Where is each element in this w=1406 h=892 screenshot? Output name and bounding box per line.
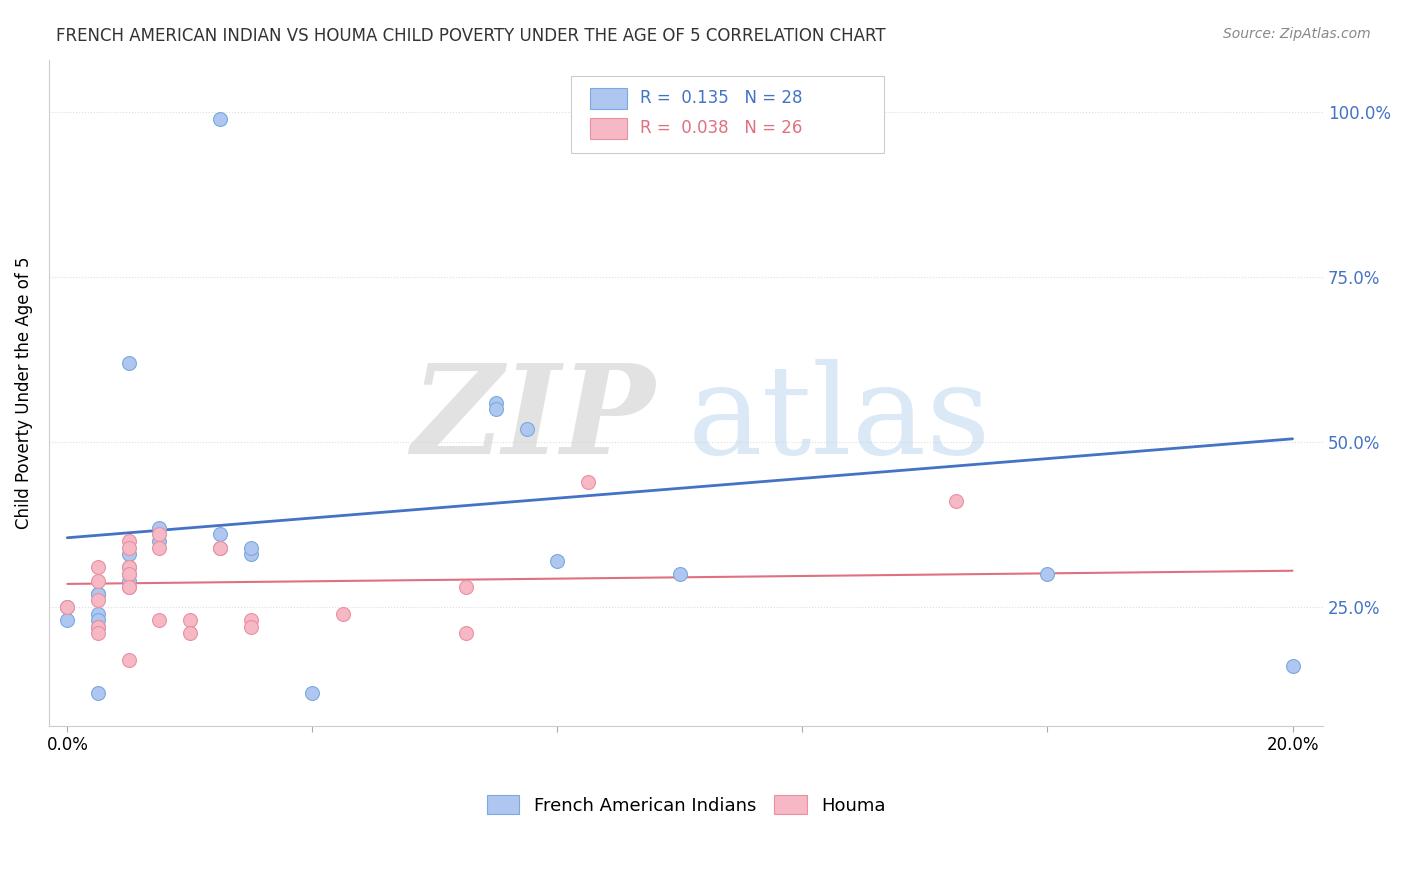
Text: R =  0.038   N = 26: R = 0.038 N = 26 xyxy=(640,120,803,137)
Point xyxy=(485,395,508,409)
Point xyxy=(148,613,170,627)
Point xyxy=(87,626,110,640)
Point xyxy=(209,527,232,541)
Point xyxy=(1036,567,1059,582)
Legend: French American Indians, Houma: French American Indians, Houma xyxy=(479,788,893,822)
Point xyxy=(87,560,110,574)
Point xyxy=(117,567,139,582)
Point xyxy=(117,547,139,561)
Point xyxy=(148,521,170,535)
Point xyxy=(117,580,139,594)
Point xyxy=(669,567,692,582)
Point xyxy=(56,613,79,627)
Point xyxy=(117,560,139,574)
FancyBboxPatch shape xyxy=(571,76,883,153)
Point xyxy=(485,402,508,417)
Point xyxy=(179,626,201,640)
Point xyxy=(546,554,568,568)
Point xyxy=(516,422,538,436)
Text: Source: ZipAtlas.com: Source: ZipAtlas.com xyxy=(1223,27,1371,41)
Point xyxy=(87,593,110,607)
Point xyxy=(179,613,201,627)
Point xyxy=(1281,659,1303,673)
Point xyxy=(454,580,477,594)
Point xyxy=(240,613,263,627)
Y-axis label: Child Poverty Under the Age of 5: Child Poverty Under the Age of 5 xyxy=(15,256,32,529)
Point xyxy=(148,527,170,541)
Point xyxy=(87,620,110,634)
Point xyxy=(454,626,477,640)
Point xyxy=(945,494,967,508)
Point xyxy=(117,580,139,594)
Text: atlas: atlas xyxy=(688,359,991,480)
Point xyxy=(87,574,110,588)
Point xyxy=(301,686,323,700)
Point xyxy=(240,541,263,555)
Point xyxy=(117,560,139,574)
Point xyxy=(117,356,139,370)
Point xyxy=(56,599,79,614)
Point xyxy=(240,547,263,561)
Point xyxy=(209,541,232,555)
Point xyxy=(87,587,110,601)
FancyBboxPatch shape xyxy=(591,118,627,139)
Point xyxy=(240,620,263,634)
Point xyxy=(209,541,232,555)
Text: R =  0.135   N = 28: R = 0.135 N = 28 xyxy=(640,89,803,107)
Point xyxy=(87,607,110,621)
Text: FRENCH AMERICAN INDIAN VS HOUMA CHILD POVERTY UNDER THE AGE OF 5 CORRELATION CHA: FRENCH AMERICAN INDIAN VS HOUMA CHILD PO… xyxy=(56,27,886,45)
Point xyxy=(576,475,599,489)
Point xyxy=(117,534,139,549)
Point xyxy=(117,574,139,588)
Point xyxy=(117,653,139,667)
Text: ZIP: ZIP xyxy=(412,359,655,480)
Point xyxy=(117,567,139,582)
Point xyxy=(87,587,110,601)
Point xyxy=(117,541,139,555)
Point xyxy=(87,686,110,700)
Point xyxy=(148,541,170,555)
Point xyxy=(87,620,110,634)
Point xyxy=(332,607,354,621)
FancyBboxPatch shape xyxy=(591,87,627,109)
Point xyxy=(148,534,170,549)
Point xyxy=(209,112,232,126)
Point xyxy=(56,599,79,614)
Point xyxy=(87,613,110,627)
